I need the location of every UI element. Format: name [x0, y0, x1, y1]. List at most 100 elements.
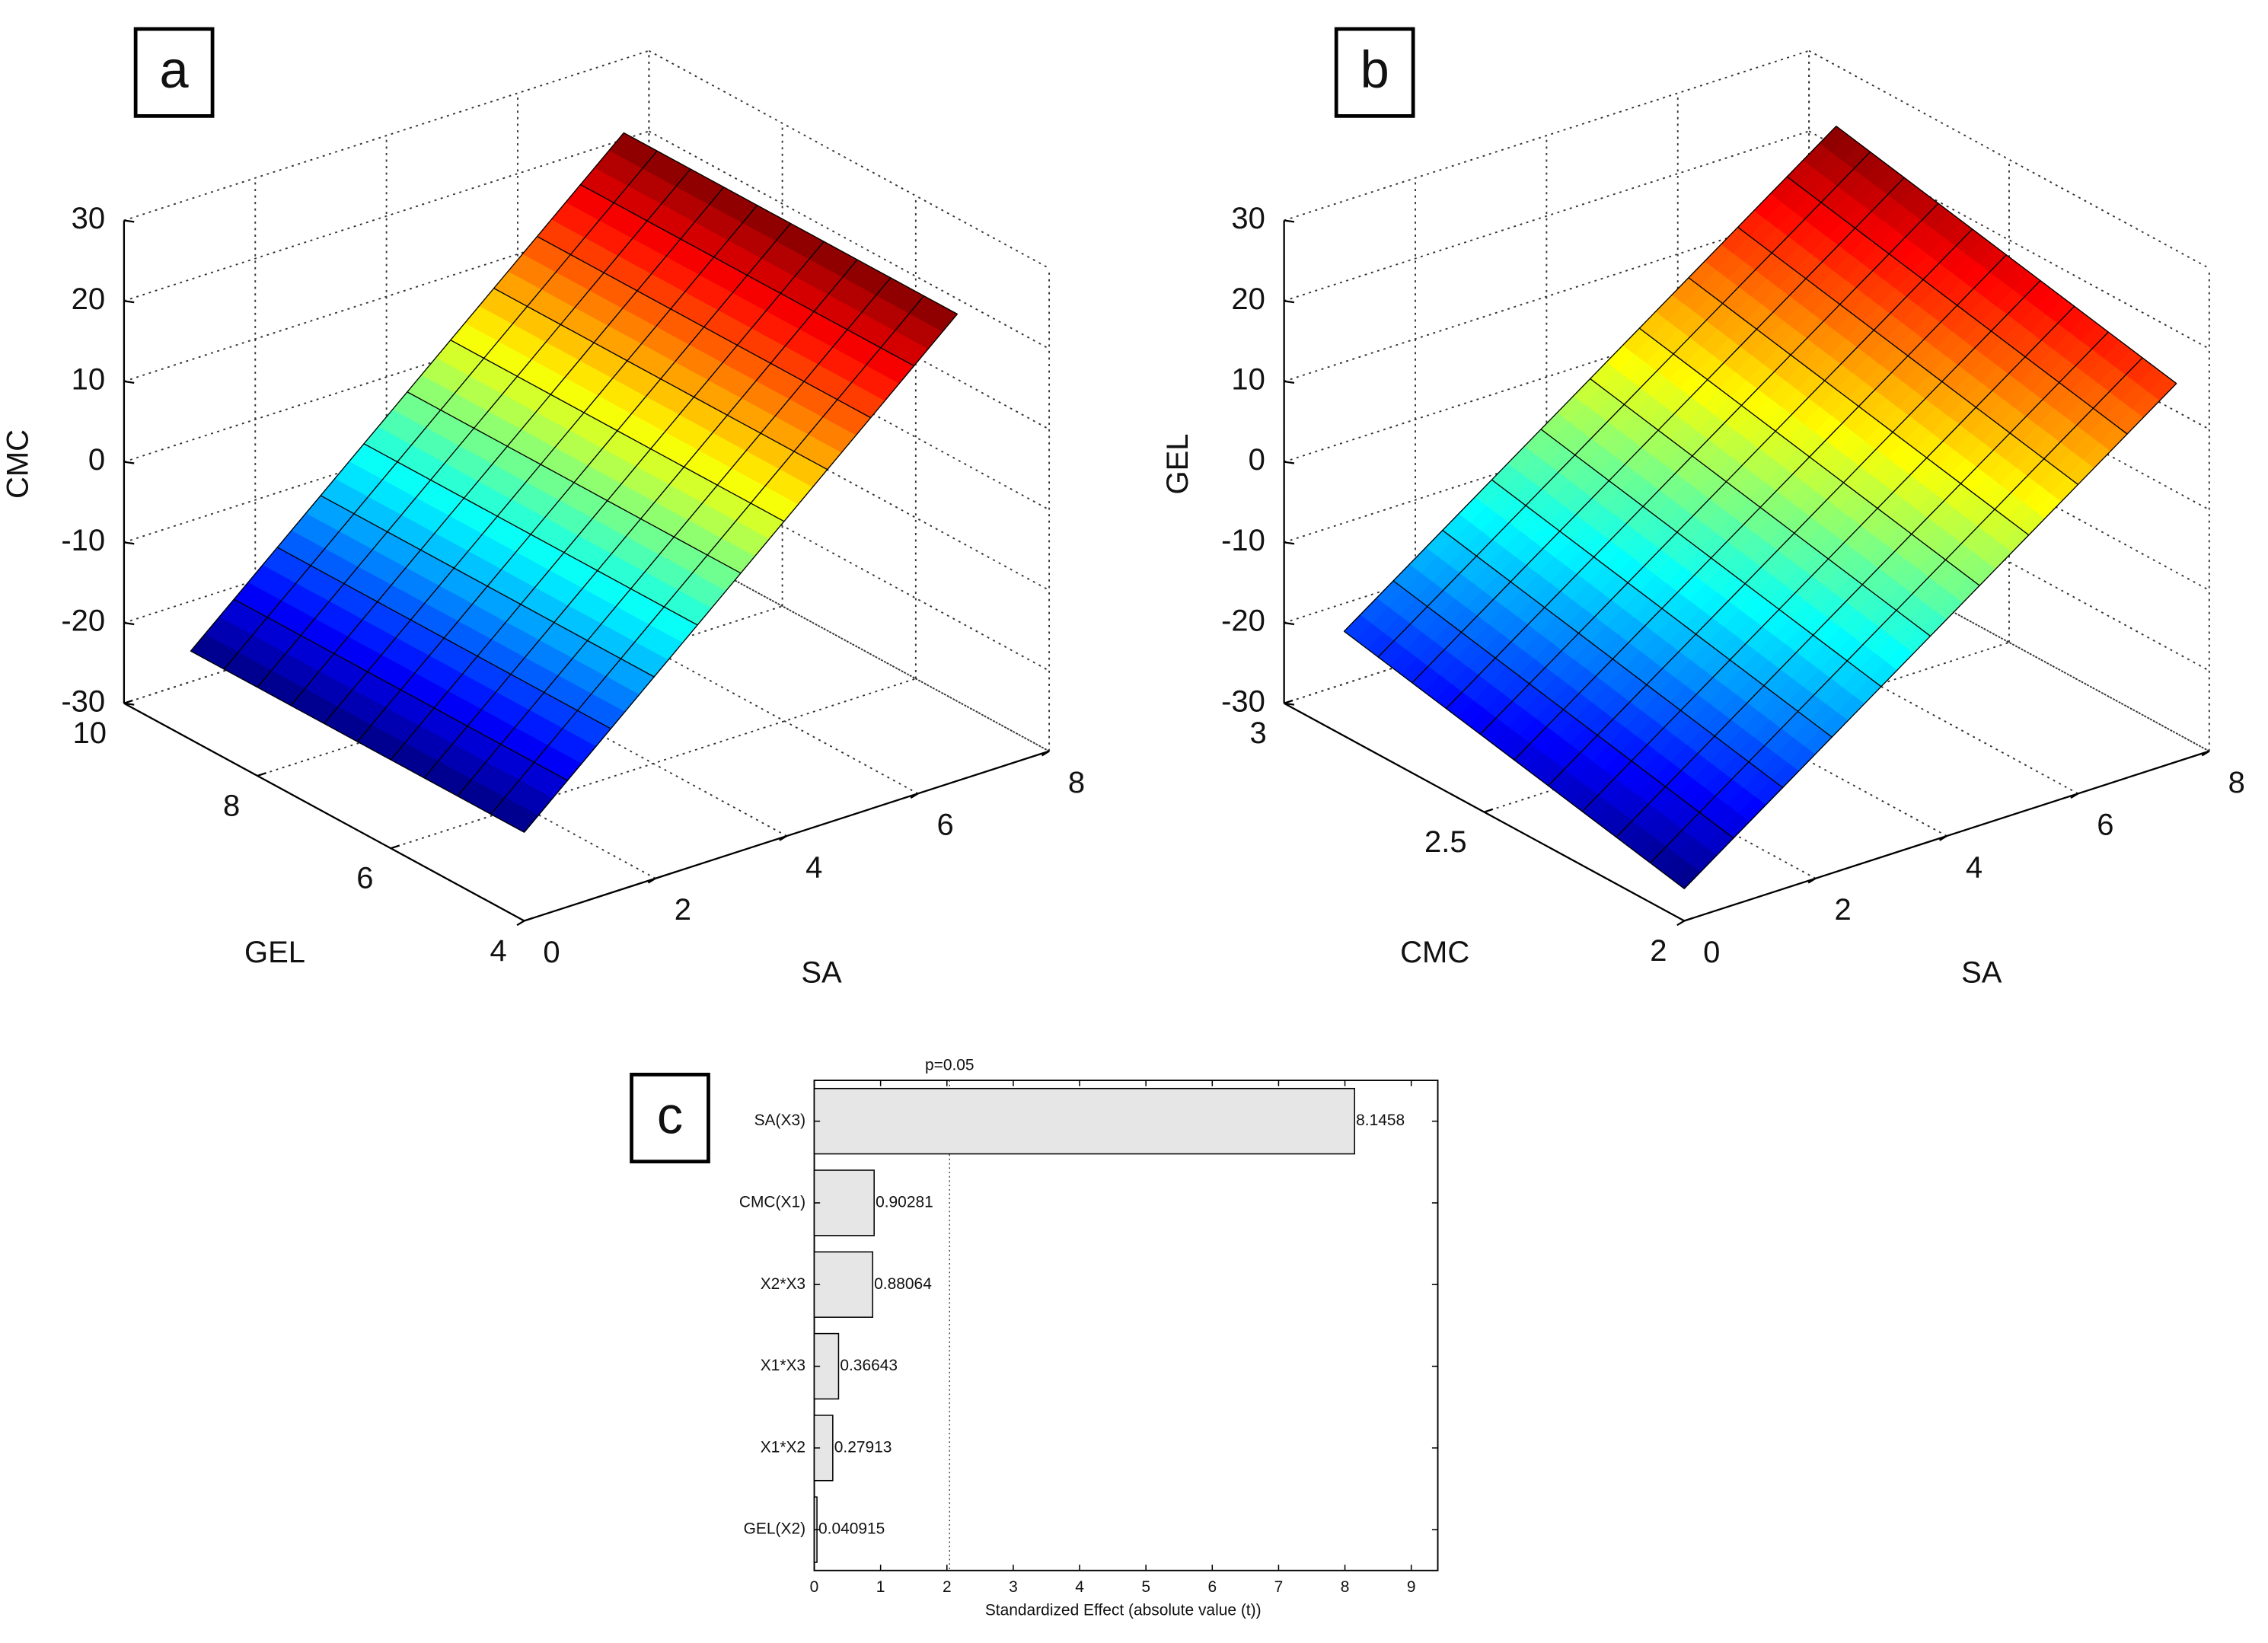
z-tick	[123, 300, 135, 304]
y-axis	[123, 702, 525, 922]
z-tick-label: 0	[88, 443, 105, 477]
bar	[813, 1251, 874, 1318]
mesh-line	[1688, 277, 2030, 536]
y-axis-label: CMC	[1400, 936, 1469, 969]
z-tick	[123, 621, 135, 626]
y-tick-label: GEL(X2)	[744, 1520, 805, 1538]
grid-line	[1808, 452, 2210, 672]
x-tick	[516, 920, 525, 927]
mesh-line	[1377, 152, 1871, 658]
x-tick-label: 6	[936, 809, 953, 842]
y-axis-label: GEL	[244, 936, 305, 969]
bar	[813, 1087, 1356, 1155]
mesh-line	[1737, 226, 2078, 485]
grid-line	[648, 291, 1050, 511]
grid-line	[1808, 291, 2210, 511]
panel-label: c	[657, 1086, 683, 1145]
grid-line	[648, 533, 1050, 752]
grid-line	[123, 130, 649, 302]
grid-line	[1284, 211, 1810, 382]
grid-line	[123, 291, 649, 463]
z-tick	[123, 541, 135, 545]
z-tick	[1284, 219, 1295, 223]
z-tick	[123, 380, 135, 384]
y-tick	[257, 772, 266, 777]
y-tick	[1484, 808, 1494, 813]
surface	[1343, 125, 2177, 889]
x-tick-label: 0	[543, 936, 560, 969]
x-tick	[2201, 750, 2210, 757]
x-tick	[779, 835, 787, 841]
mesh-line	[1412, 177, 1905, 684]
z-tick-label: 0	[1249, 443, 1265, 477]
y-tick	[1683, 917, 1694, 922]
value-label: 8.1458	[1356, 1112, 1405, 1129]
mesh-line	[190, 132, 624, 652]
mesh-line	[1638, 327, 1980, 586]
y-tick-label: X2*X3	[761, 1275, 805, 1293]
mesh-line	[290, 187, 725, 706]
z-tick-label: -10	[61, 524, 105, 557]
grid-line	[648, 211, 1050, 430]
z-tick-label: -30	[1221, 684, 1265, 718]
mesh-line	[493, 288, 828, 471]
z-tick-label: 30	[72, 202, 105, 235]
mesh-line	[450, 340, 785, 522]
y-tick-label: 8	[223, 789, 240, 822]
x-tick	[910, 793, 919, 799]
x-tick-label: 1	[876, 1578, 885, 1596]
x-axis-label: SA	[801, 956, 842, 990]
reference-label: p=0.05	[925, 1056, 975, 1074]
grid-line	[1808, 372, 2210, 592]
x-tick-label: 9	[1407, 1578, 1416, 1596]
y-tick-label: 2.5	[1424, 825, 1467, 859]
x-tick-label: 8	[2228, 766, 2245, 799]
y-tick-label: SA(X3)	[754, 1112, 806, 1129]
grid-line	[123, 211, 649, 382]
x-tick-label: 8	[1341, 1578, 1350, 1596]
grid-line	[1808, 49, 2210, 270]
plot-area	[813, 1080, 1439, 1571]
z-tick	[1284, 461, 1295, 464]
mesh-line	[223, 150, 658, 670]
x-tick	[2070, 793, 2079, 799]
x-tick-label: 4	[805, 850, 822, 884]
y-tick	[390, 844, 400, 850]
mesh-line	[580, 183, 914, 367]
z-tick-label: 20	[1231, 282, 1265, 316]
grid-line	[1808, 130, 2210, 349]
x-tick	[1041, 750, 1050, 757]
value-label: 0.040915	[818, 1520, 885, 1538]
grid-line	[1284, 130, 1810, 302]
mesh-line	[324, 205, 758, 724]
mesh-line	[357, 223, 791, 742]
y-tick-label: X1*X3	[761, 1357, 805, 1374]
grid-line	[1284, 291, 1810, 463]
mesh-line	[1479, 228, 1973, 735]
grid-line	[648, 452, 1050, 672]
z-tick	[123, 702, 135, 706]
bar	[813, 1169, 875, 1236]
surface	[190, 132, 959, 833]
z-axis-label: CMC	[1, 429, 34, 499]
y-tick-label: 10	[73, 716, 107, 750]
z-tick	[1284, 541, 1295, 545]
z-axis-label: GEL	[1161, 433, 1195, 494]
x-tick-label: 8	[1068, 766, 1085, 799]
grid-line	[1284, 49, 1810, 222]
z-tick-label: 30	[1231, 202, 1265, 235]
x-tick-label: 6	[2097, 809, 2113, 842]
mesh-line	[1344, 126, 1837, 632]
panel-box	[1334, 27, 1415, 118]
x-tick	[1938, 835, 1947, 841]
grid-line	[123, 49, 649, 222]
z-tick	[123, 461, 135, 464]
z-tick	[1284, 621, 1295, 626]
y-tick-label: 6	[356, 862, 373, 895]
z-tick-label: 20	[72, 282, 105, 316]
z-tick-label: -20	[1221, 605, 1265, 638]
x-tick-label: 4	[1966, 850, 1983, 884]
value-label: 0.90281	[876, 1193, 933, 1211]
x-tick	[1676, 920, 1685, 927]
